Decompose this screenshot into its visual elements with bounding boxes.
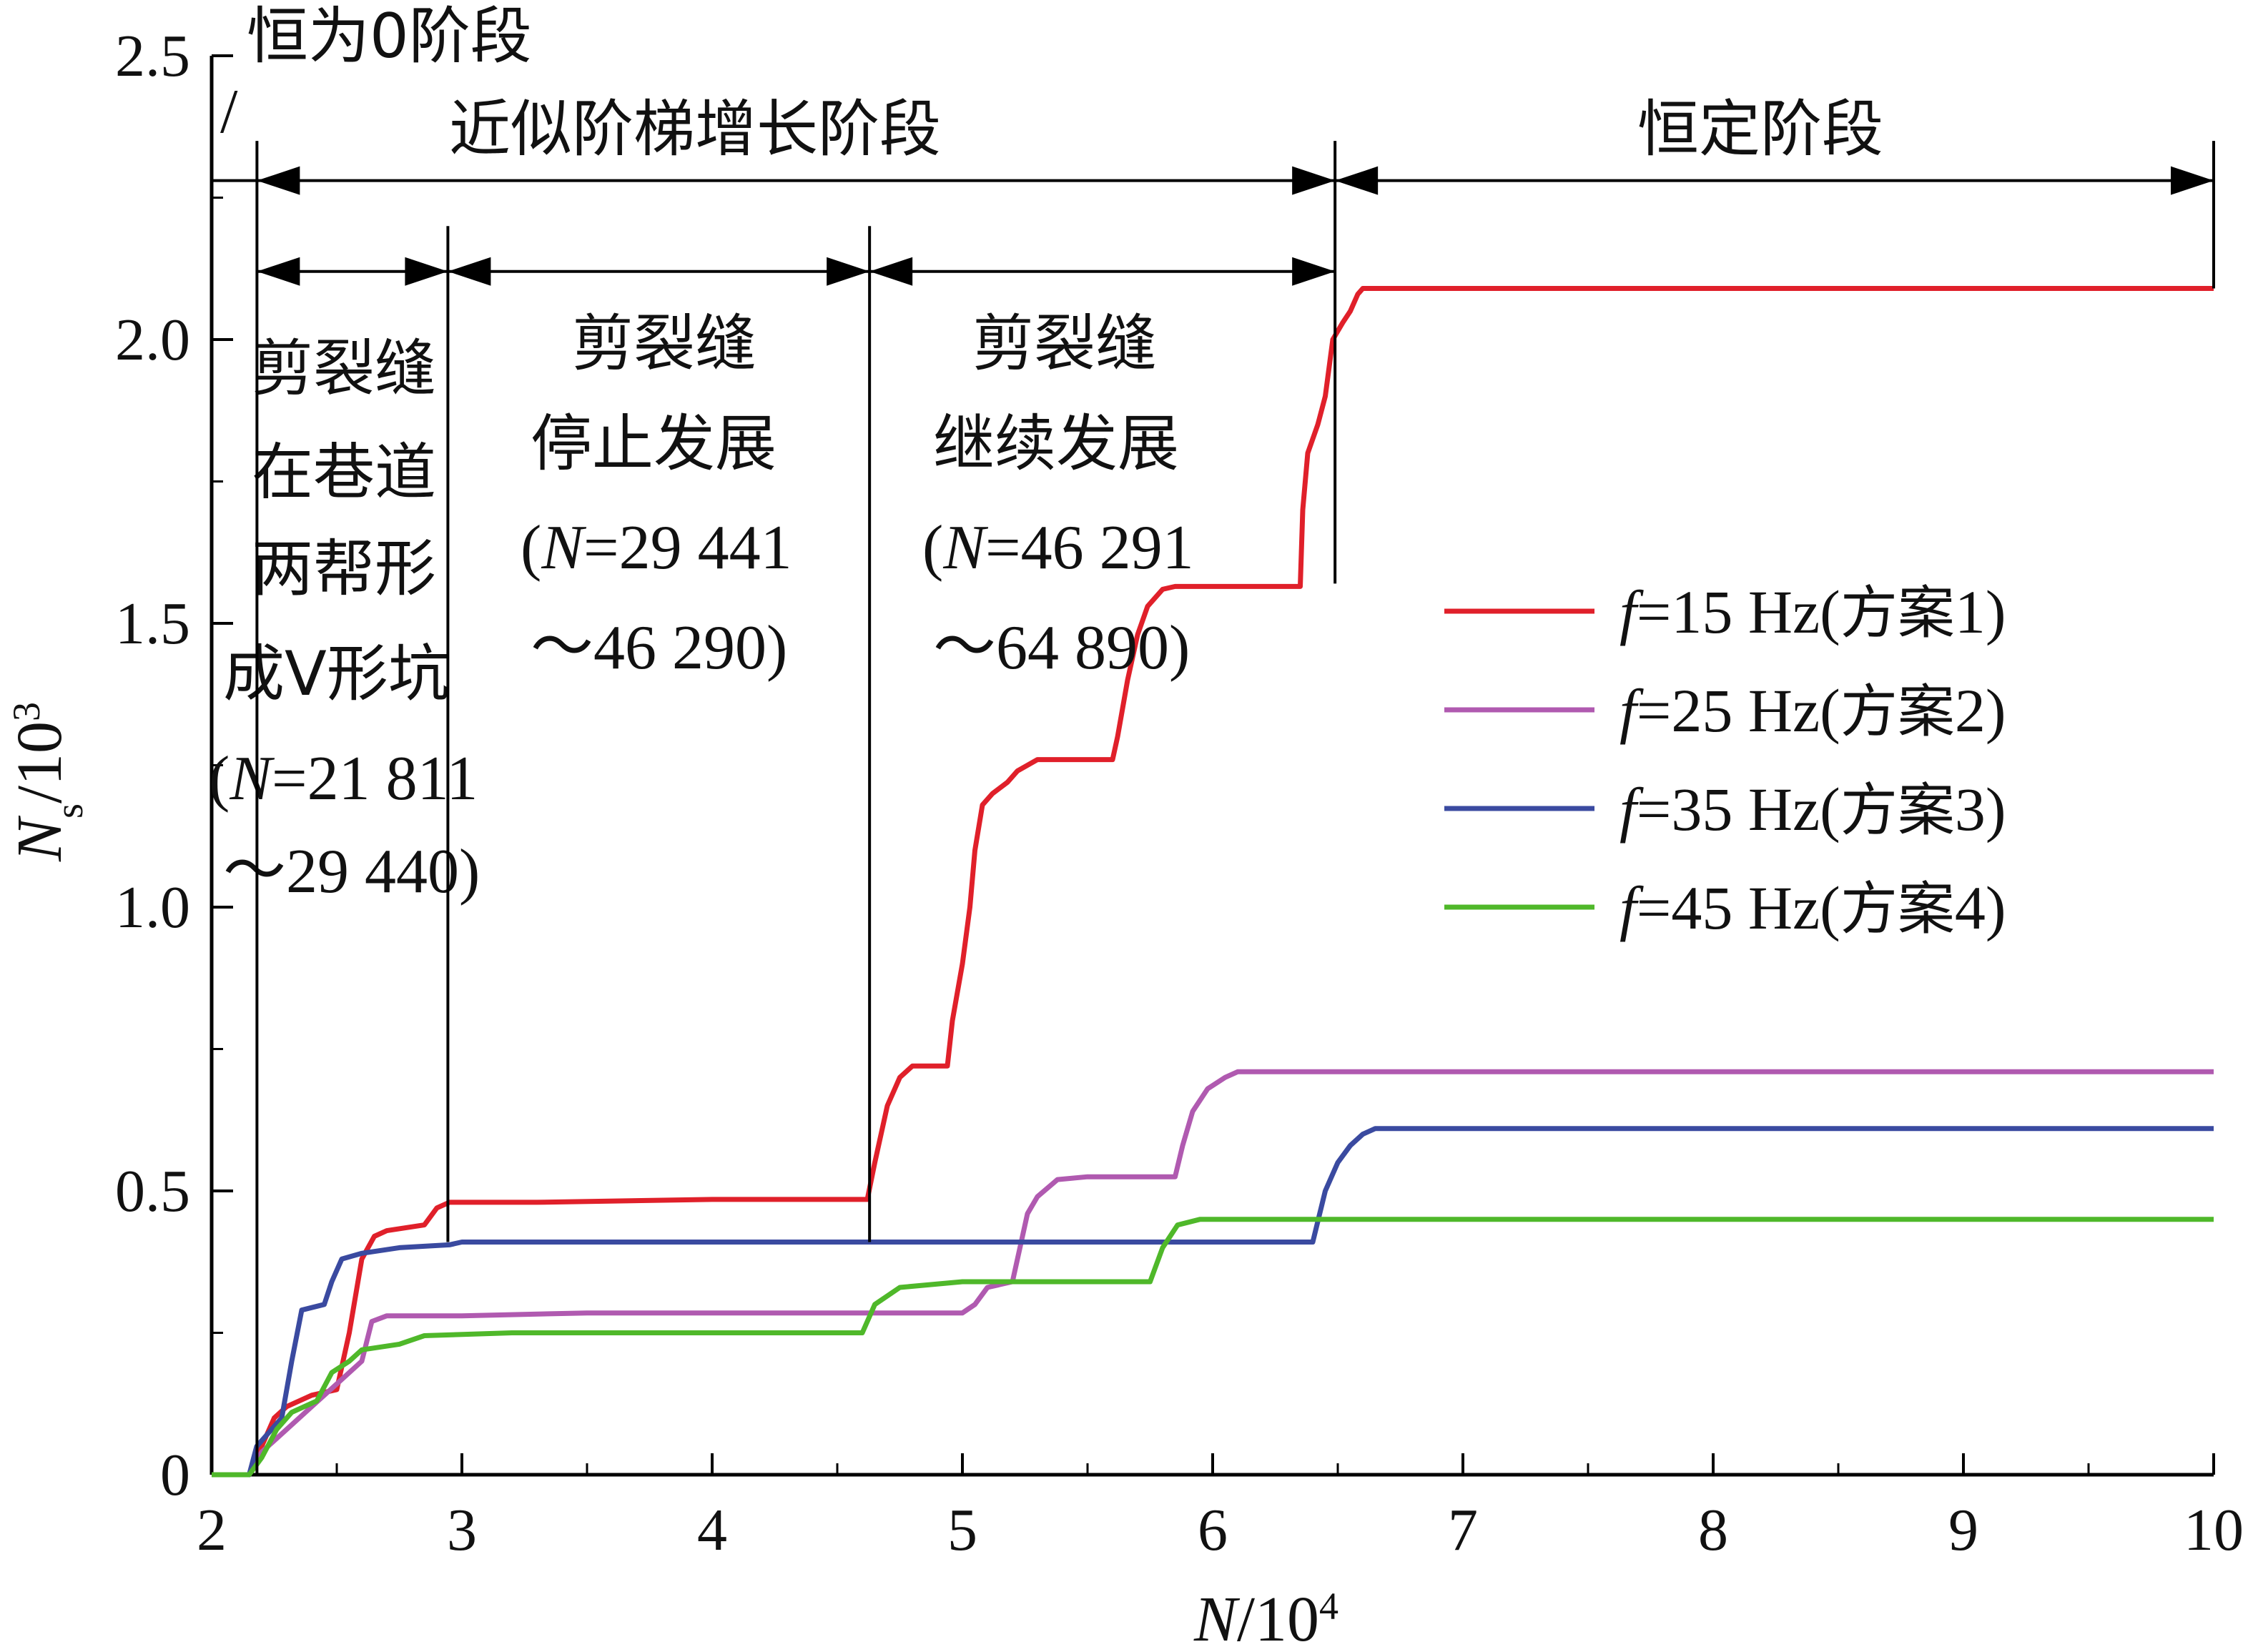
legend: f=15 Hz(方案1) f=25 Hz(方案2) f=35 Hz(方案3) f=45… bbox=[1444, 578, 2006, 942]
stage-constant-label: 恒定阶段 bbox=[1637, 94, 1883, 165]
sub1-range-end: ～29 440) bbox=[223, 837, 480, 906]
series-line-3 bbox=[212, 1126, 2214, 1478]
sub2-line1: 剪裂缝 bbox=[572, 308, 756, 380]
stage-zero-label: 恒为0阶段 bbox=[247, 1, 532, 72]
x-tick-label: 3 bbox=[447, 1497, 477, 1563]
sub2-line2: 停止发展 bbox=[531, 408, 777, 480]
sub1-line4: 成V形坑 bbox=[223, 638, 450, 710]
stage-zero-slash: / bbox=[220, 77, 238, 147]
ticks: 2 3 4 5 6 7 8 9 10 0 0.5 1.0 1.5 2.0 2.5 bbox=[115, 23, 2244, 1563]
x-axis-title: N/104 bbox=[1193, 1584, 1339, 1652]
sub2-range-end: ～46 290) bbox=[531, 613, 787, 683]
y-tick-label: 0.5 bbox=[115, 1158, 190, 1225]
legend-label-2: f=25 Hz(方案2) bbox=[1620, 676, 2006, 745]
stage-annotations: 恒为0阶段 / 近似阶梯增长阶段 恒定阶段 剪裂缝 在巷道 两帮形 成V形坑 (… bbox=[209, 1, 1883, 906]
x-tick-label: 9 bbox=[1948, 1497, 1978, 1563]
sub3-range-end: ～64 890) bbox=[933, 613, 1190, 683]
y-tick-label: 1.5 bbox=[115, 590, 190, 657]
arrow-sub2-head-right bbox=[827, 257, 870, 286]
x-tick-label: 2 bbox=[197, 1497, 227, 1563]
y-axis-title: Ns/103 bbox=[4, 702, 91, 862]
x-tick-label: 10 bbox=[2184, 1497, 2244, 1563]
x-tick-label: 8 bbox=[1698, 1497, 1728, 1563]
arrow-sub1-head-left bbox=[257, 257, 300, 286]
stage-step-label: 近似阶梯增长阶段 bbox=[449, 94, 941, 165]
x-tick-label: 7 bbox=[1448, 1497, 1478, 1563]
stage-boundary-lines bbox=[212, 141, 2215, 1475]
sub3-range: (N=46 291 bbox=[922, 513, 1194, 583]
arrow-constant-stage-head-left bbox=[1335, 166, 1379, 195]
series-line-2 bbox=[212, 1069, 2214, 1478]
arrow-constant-stage-head-right bbox=[2171, 166, 2214, 195]
series-group bbox=[212, 286, 2214, 1478]
series-line-4 bbox=[212, 1217, 2214, 1478]
legend-label-1: f=15 Hz(方案1) bbox=[1620, 578, 2006, 646]
arrow-step-stage-head-left bbox=[257, 166, 300, 195]
sub1-line1: 剪裂缝 bbox=[252, 333, 436, 405]
y-tick-label: 1.0 bbox=[115, 874, 190, 941]
sub2-range: (N=29 441 bbox=[521, 513, 792, 583]
arrow-step-stage-head-right bbox=[1292, 166, 1336, 195]
legend-label-3: f=35 Hz(方案3) bbox=[1620, 775, 2006, 844]
y-tick-label: 2.5 bbox=[115, 23, 190, 89]
sub3-line1: 剪裂缝 bbox=[972, 308, 1157, 380]
axes bbox=[209, 56, 2214, 1477]
x-tick-label: 5 bbox=[947, 1497, 977, 1563]
arrow-sub1-head-right bbox=[405, 257, 448, 286]
sub1-range: (N=21 811 bbox=[209, 744, 478, 813]
series-line-1 bbox=[212, 286, 2214, 1478]
arrow-sub2-head-left bbox=[448, 257, 491, 286]
sub1-line3: 两帮形 bbox=[252, 533, 436, 605]
legend-label-4: f=45 Hz(方案4) bbox=[1620, 874, 2006, 942]
sub3-line2: 继续发展 bbox=[933, 408, 1179, 480]
sub1-line2: 在巷道 bbox=[252, 437, 436, 508]
y-tick-label: 0 bbox=[160, 1442, 190, 1508]
arrow-sub3-head-right bbox=[1292, 257, 1336, 286]
arrow-sub3-head-left bbox=[869, 257, 913, 286]
x-tick-label: 4 bbox=[697, 1497, 727, 1563]
x-tick-label: 6 bbox=[1198, 1497, 1228, 1563]
y-tick-label: 2.0 bbox=[115, 307, 190, 373]
